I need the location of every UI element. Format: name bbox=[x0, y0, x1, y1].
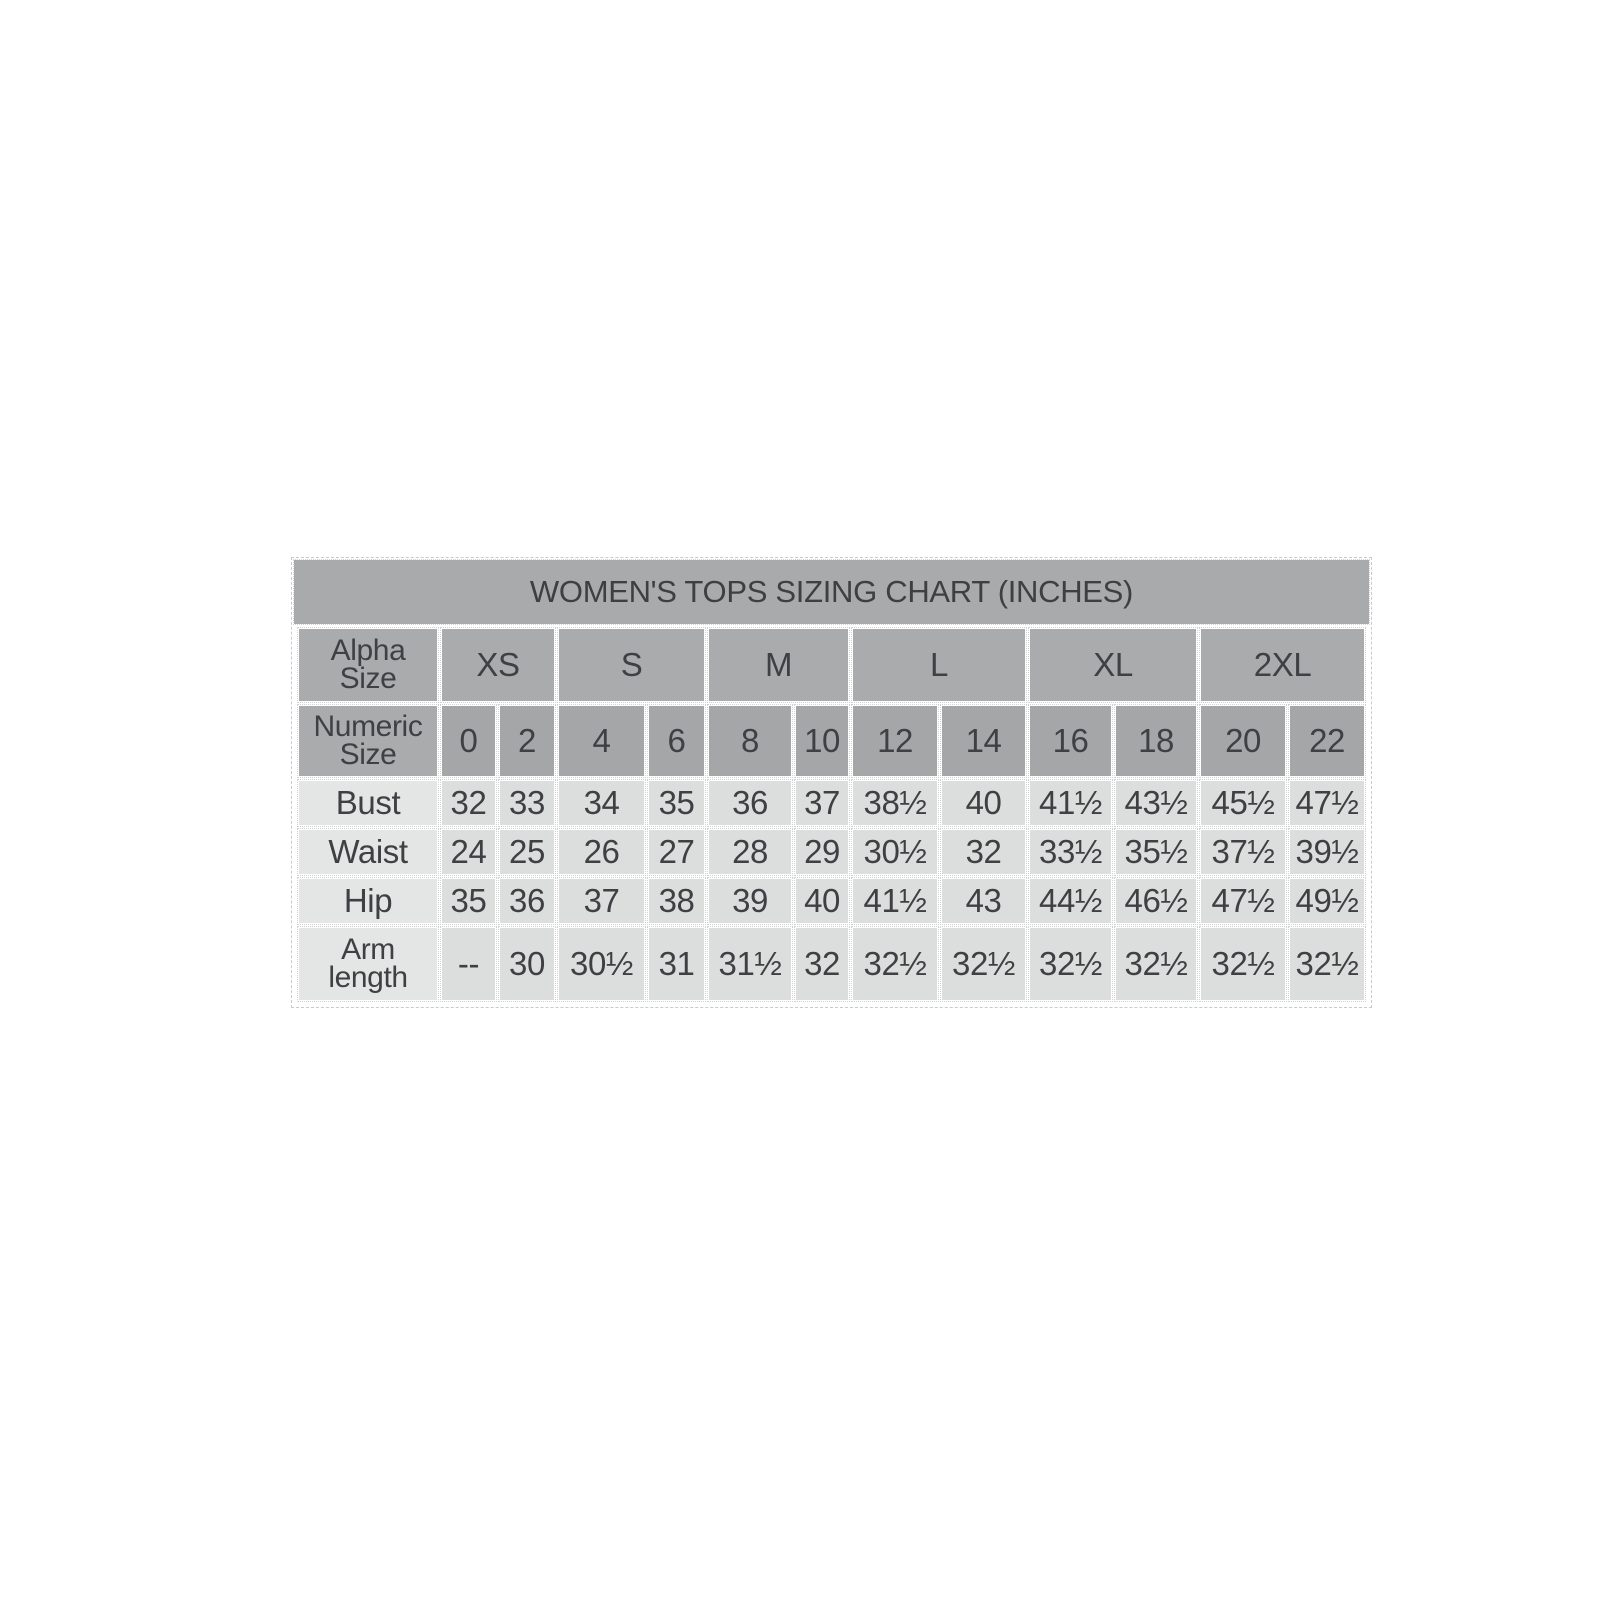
hip-cell: 47½ bbox=[1199, 877, 1288, 925]
arm-length-cell: 32½ bbox=[1114, 926, 1199, 1002]
row-label-bust: Bust bbox=[297, 779, 439, 827]
arm-length-cell: 32½ bbox=[940, 926, 1028, 1002]
alpha-group-s: S bbox=[557, 627, 707, 703]
hip-cell: 36 bbox=[497, 877, 557, 925]
row-label-hip: Hip bbox=[297, 877, 439, 925]
numeric-size-cell: 18 bbox=[1114, 704, 1199, 778]
bust-cell: 32 bbox=[440, 779, 497, 827]
waist-cell: 29 bbox=[794, 828, 851, 876]
hip-cell: 44½ bbox=[1028, 877, 1114, 925]
row-label-waist: Waist bbox=[297, 828, 439, 876]
waist-cell: 30½ bbox=[851, 828, 940, 876]
hip-cell: 40 bbox=[794, 877, 851, 925]
numeric-size-cell: 6 bbox=[647, 704, 707, 778]
sizing-table: Alpha Size XS S M L XL 2XL Numeric Size … bbox=[294, 624, 1369, 1005]
bust-cell: 36 bbox=[707, 779, 794, 827]
waist-cell: 33½ bbox=[1028, 828, 1114, 876]
arm-length-label-line2: length bbox=[328, 961, 408, 994]
numeric-size-cell: 16 bbox=[1028, 704, 1114, 778]
waist-cell: 39½ bbox=[1288, 828, 1367, 876]
hip-cell: 46½ bbox=[1114, 877, 1199, 925]
hip-cell: 39 bbox=[707, 877, 794, 925]
sizing-chart: WOMEN'S TOPS SIZING CHART (INCHES) Alpha… bbox=[291, 557, 1372, 1008]
alpha-group-xs: XS bbox=[439, 627, 557, 703]
arm-length-cell: 30½ bbox=[557, 926, 647, 1002]
alpha-group-xl: XL bbox=[1028, 627, 1199, 703]
bust-cell: 45½ bbox=[1199, 779, 1288, 827]
alpha-group-l: L bbox=[851, 627, 1028, 703]
numeric-size-header-line2: Size bbox=[339, 738, 397, 771]
arm-length-cell: 31 bbox=[647, 926, 707, 1002]
numeric-size-cell: 22 bbox=[1288, 704, 1367, 778]
waist-cell: 35½ bbox=[1114, 828, 1199, 876]
arm-length-cell: 32 bbox=[794, 926, 851, 1002]
chart-title: WOMEN'S TOPS SIZING CHART (INCHES) bbox=[293, 559, 1370, 625]
numeric-size-header-line1: Numeric bbox=[313, 709, 423, 743]
numeric-size-cell: 20 bbox=[1199, 704, 1288, 778]
alpha-group-2xl: 2XL bbox=[1199, 627, 1367, 703]
bust-cell: 37 bbox=[794, 779, 851, 827]
alpha-size-header-line1: Alpha bbox=[330, 633, 406, 667]
waist-cell: 37½ bbox=[1199, 828, 1288, 876]
bust-cell: 43½ bbox=[1114, 779, 1199, 827]
waist-cell: 27 bbox=[647, 828, 707, 876]
waist-cell: 26 bbox=[557, 828, 647, 876]
arm-length-cell: 31½ bbox=[707, 926, 794, 1002]
numeric-size-cell: 10 bbox=[794, 704, 851, 778]
bust-cell: 33 bbox=[497, 779, 557, 827]
hip-cell: 49½ bbox=[1288, 877, 1367, 925]
bust-cell: 34 bbox=[557, 779, 647, 827]
numeric-size-cell: 8 bbox=[707, 704, 794, 778]
arm-length-cell: -- bbox=[440, 926, 497, 1002]
bust-cell: 35 bbox=[647, 779, 707, 827]
bust-cell: 41½ bbox=[1028, 779, 1114, 827]
bust-cell: 38½ bbox=[851, 779, 940, 827]
alpha-group-m: M bbox=[707, 627, 851, 703]
waist-cell: 28 bbox=[707, 828, 794, 876]
arm-length-cell: 32½ bbox=[1028, 926, 1114, 1002]
alpha-size-row: Alpha Size XS S M L XL 2XL bbox=[297, 627, 1367, 703]
hip-cell: 38 bbox=[647, 877, 707, 925]
waist-cell: 24 bbox=[440, 828, 497, 876]
hip-cell: 41½ bbox=[851, 877, 940, 925]
hip-cell: 43 bbox=[940, 877, 1028, 925]
waist-cell: 25 bbox=[497, 828, 557, 876]
hip-row: Hip 35 36 37 38 39 40 41½ 43 44½ 46½ 47½… bbox=[297, 877, 1367, 925]
arm-length-label-line1: Arm bbox=[341, 932, 395, 966]
numeric-size-header: Numeric Size bbox=[297, 704, 439, 778]
waist-row: Waist 24 25 26 27 28 29 30½ 32 33½ 35½ 3… bbox=[297, 828, 1367, 876]
hip-cell: 37 bbox=[557, 877, 647, 925]
hip-cell: 35 bbox=[440, 877, 497, 925]
numeric-size-cell: 14 bbox=[940, 704, 1028, 778]
bust-cell: 40 bbox=[940, 779, 1028, 827]
numeric-size-row: Numeric Size 0 2 4 6 8 10 12 14 16 18 20… bbox=[297, 704, 1367, 778]
numeric-size-cell: 12 bbox=[851, 704, 940, 778]
numeric-size-cell: 0 bbox=[440, 704, 497, 778]
arm-length-cell: 30 bbox=[497, 926, 557, 1002]
numeric-size-cell: 4 bbox=[557, 704, 647, 778]
numeric-size-cell: 2 bbox=[497, 704, 557, 778]
alpha-size-header: Alpha Size bbox=[297, 627, 439, 703]
arm-length-row: Arm length -- 30 30½ 31 31½ 32 32½ 32½ 3… bbox=[297, 926, 1367, 1002]
arm-length-cell: 32½ bbox=[1288, 926, 1367, 1002]
arm-length-cell: 32½ bbox=[851, 926, 940, 1002]
waist-cell: 32 bbox=[940, 828, 1028, 876]
row-label-arm-length: Arm length bbox=[297, 926, 439, 1002]
bust-row: Bust 32 33 34 35 36 37 38½ 40 41½ 43½ 45… bbox=[297, 779, 1367, 827]
bust-cell: 47½ bbox=[1288, 779, 1367, 827]
alpha-size-header-line2: Size bbox=[339, 662, 397, 695]
arm-length-cell: 32½ bbox=[1199, 926, 1288, 1002]
